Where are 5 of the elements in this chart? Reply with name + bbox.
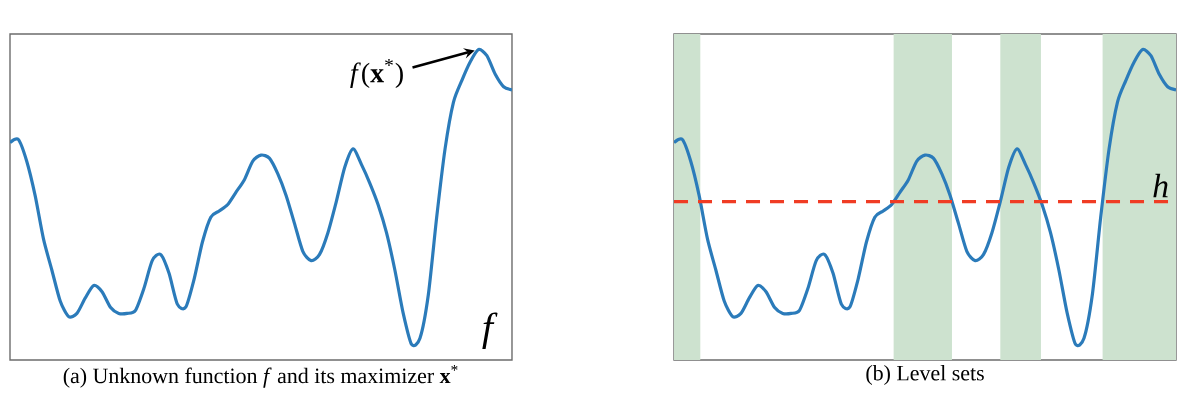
ref-line-label: h	[1153, 173, 1168, 198]
annotation: f(x$^{*}$)	[350, 58, 403, 89]
annotation: f	[482, 312, 498, 350]
text: (b) Level sets	[866, 365, 984, 385]
text: (a) Unknown function f and its maximizer x$^{*}$	[63, 365, 458, 388]
